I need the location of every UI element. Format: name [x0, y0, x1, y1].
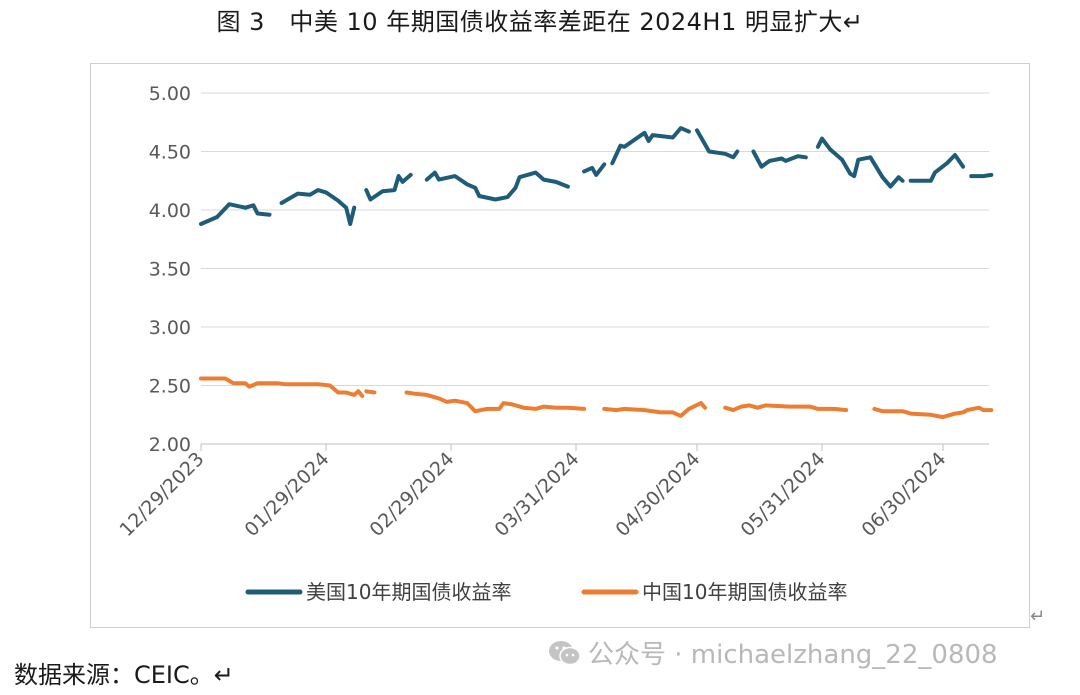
cn-yield-line-segment	[602, 401, 707, 418]
paragraph-return-mark: ↵	[1030, 606, 1046, 627]
y-tick-label: 2.50	[149, 376, 191, 398]
figure-title: 图 3 中美 10 年期国债收益率差距在 2024H1 明显扩大↵	[216, 8, 864, 36]
watermark: 公众号 · michaelzhang_22_0808	[548, 634, 998, 671]
us-yield-line-segment	[908, 153, 966, 183]
us-yield-line-segment	[364, 172, 413, 202]
x-tick-label: 06/30/2024	[857, 448, 950, 541]
x-tick-label: 02/29/2024	[366, 448, 459, 541]
chart-gridlines	[201, 92, 989, 445]
y-tick-label: 3.00	[149, 317, 191, 339]
cn-yield-line-segment	[404, 390, 587, 414]
y-tick-label: 4.00	[149, 200, 191, 222]
cn-yield-line-segment	[723, 403, 849, 413]
x-tick-label: 01/29/2024	[241, 448, 334, 541]
chart-frame: 5.00 4.50 4.00 3.50 3.00 2.50 2.00 12/29/2023 0…	[90, 63, 1030, 628]
y-tick-label: 3.50	[149, 259, 191, 281]
y-tick-label: 4.50	[149, 142, 191, 164]
legend-label: 美国10年期国债收益率	[306, 580, 511, 604]
series-cn	[199, 376, 994, 420]
us-yield-line-segment	[610, 126, 691, 166]
us-yield-line-segment	[695, 128, 740, 160]
us-yield-line-segment	[582, 162, 607, 177]
y-tick-label: 2.00	[149, 434, 191, 456]
x-tick-label: 04/30/2024	[612, 448, 705, 541]
x-tick-label: 12/29/2023	[116, 448, 209, 541]
cn-yield-line-segment	[364, 389, 377, 395]
us-yield-line-segment	[751, 149, 808, 169]
cn-yield-line-segment	[872, 405, 994, 420]
chart-legend: 美国10年期国债收益率 中国10年期国债收益率	[245, 580, 847, 604]
us-yield-line-segment	[969, 172, 994, 179]
x-tick-label: 03/31/2024	[491, 448, 584, 541]
chart-plot: 5.00 4.50 4.00 3.50 3.00 2.50 2.00 12/29/2023 0…	[116, 83, 994, 604]
x-tick-label: 05/31/2024	[737, 448, 830, 541]
source-note: 数据来源：CEIC。↵	[14, 661, 234, 689]
us-yield-line-segment	[199, 202, 272, 226]
legend-label: 中国10年期国债收益率	[642, 580, 847, 604]
y-tick-label: 5.00	[149, 83, 191, 105]
us-yield-line-segment	[424, 170, 570, 202]
series-us	[199, 126, 994, 226]
us-yield-line-segment	[279, 188, 357, 226]
us-yield-line-segment	[815, 136, 905, 189]
x-axis-ticks: 12/29/2023 01/29/2024 02/29/2024 03/31/2024…	[116, 444, 950, 541]
chart-series	[199, 126, 994, 420]
y-axis-ticks: 5.00 4.50 4.00 3.50 3.00 2.50 2.00	[149, 83, 191, 456]
watermark-text: 公众号 · michaelzhang_22_0808	[588, 640, 998, 670]
wechat-icon	[549, 640, 581, 665]
cn-yield-line-segment	[199, 376, 365, 398]
